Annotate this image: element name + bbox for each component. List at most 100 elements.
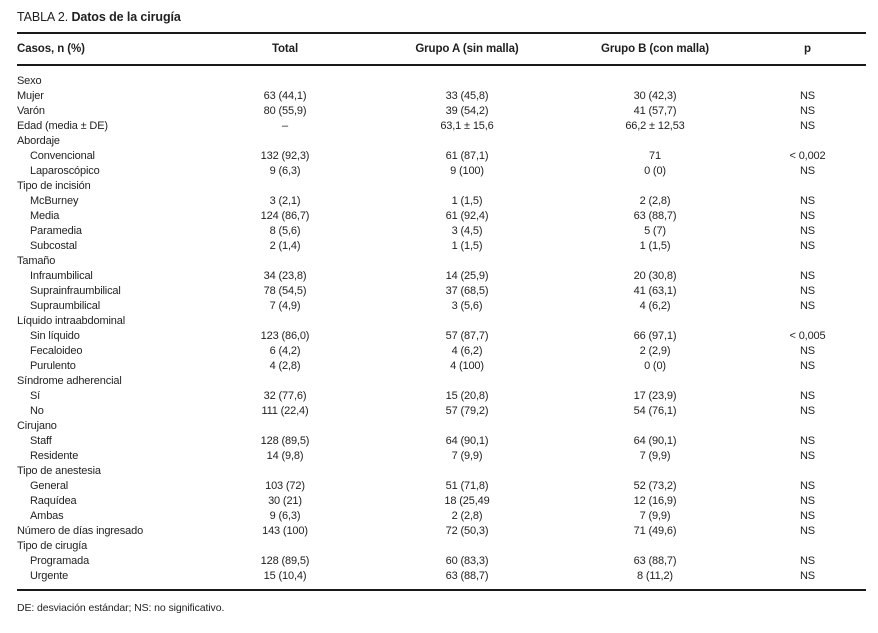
cell-p: NS	[800, 120, 815, 132]
table-row: Subcostal 2 (1,4) 1 (1,5) 1 (1,5) NS	[17, 239, 866, 254]
cell-grupo-a: 7 (9,9)	[451, 450, 483, 462]
cell-label: No	[30, 405, 44, 417]
cell-grupo-b: 0 (0)	[644, 165, 666, 177]
table-row: Suprainfraumbilical 78 (54,5) 37 (68,5) 41 …	[17, 284, 866, 299]
table-row: General 103 (72) 51 (71,8) 52 (73,2) NS	[17, 479, 866, 494]
cell-grupo-a: 3 (5,6)	[451, 300, 483, 312]
cell-grupo-b: 2 (2,8)	[639, 195, 671, 207]
cell-label: Tipo de anestesia	[17, 465, 101, 477]
header-p: p	[804, 43, 811, 55]
table-row: Purulento 4 (2,8) 4 (100) 0 (0) NS	[17, 359, 866, 374]
table-row: Sí 32 (77,6) 15 (20,8) 17 (23,9) NS	[17, 389, 866, 404]
cell-grupo-a: 4 (100)	[450, 360, 484, 372]
table-row: Tamaño	[17, 254, 866, 269]
table-title-text: Datos de la cirugía	[71, 10, 181, 24]
table-row: Residente 14 (9,8) 7 (9,9) 7 (9,9) NS	[17, 449, 866, 464]
cell-label: Fecaloideo	[30, 345, 83, 357]
cell-grupo-b: 7 (9,9)	[639, 450, 671, 462]
cell-p: NS	[800, 510, 815, 522]
table-row: Tipo de anestesia	[17, 464, 866, 479]
cell-label: Subcostal	[30, 240, 77, 252]
cell-grupo-b: 66 (97,1)	[633, 330, 677, 342]
cell-label: Urgente	[30, 570, 69, 582]
cell-p: NS	[800, 480, 815, 492]
cell-p: NS	[800, 435, 815, 447]
table-footnote: DE: desviación estándar; NS: no signific…	[17, 601, 225, 614]
table-row: Programada 128 (89,5) 60 (83,3) 63 (88,7) NS	[17, 554, 866, 569]
cell-p: NS	[800, 210, 815, 222]
cell-label: Tipo de cirugía	[17, 540, 88, 552]
table-row: Síndrome adherencial	[17, 374, 866, 389]
cell-label: McBurney	[30, 195, 79, 207]
cell-total: 111 (22,4)	[261, 405, 309, 417]
cell-grupo-b: 64 (90,1)	[633, 435, 677, 447]
cell-total: 80 (55,9)	[263, 105, 307, 117]
cell-label: Sin líquido	[30, 330, 80, 342]
table-row: Sin líquido 123 (86,0) 57 (87,7) 66 (97,1) <…	[17, 329, 866, 344]
cell-grupo-b: 1 (1,5)	[639, 240, 671, 252]
table-row: Líquido intraabdominal	[17, 314, 866, 329]
cell-grupo-b: 41 (57,7)	[633, 105, 677, 117]
cell-label: Laparoscópico	[30, 165, 100, 177]
table-row: McBurney 3 (2,1) 1 (1,5) 2 (2,8) NS	[17, 194, 866, 209]
cell-total: 78 (54,5)	[263, 285, 307, 297]
table-row: Media 124 (86,7) 61 (92,4) 63 (88,7) NS	[17, 209, 866, 224]
table-title-prefix: TABLA 2.	[17, 10, 69, 24]
table-row: Abordaje	[17, 134, 866, 149]
table-row: Ambas 9 (6,3) 2 (2,8) 7 (9,9) NS	[17, 509, 866, 524]
cell-p: NS	[800, 105, 815, 117]
table-row: Mujer 63 (44,1) 33 (45,8) 30 (42,3) NS	[17, 89, 866, 104]
cell-label: Infraumbilical	[30, 270, 93, 282]
cell-total: –	[282, 120, 288, 132]
cell-grupo-a: 18 (25,49	[444, 495, 490, 507]
cell-grupo-b: 2 (2,9)	[639, 345, 671, 357]
cell-label: Síndrome adherencial	[17, 375, 122, 387]
cell-grupo-a: 37 (68,5)	[445, 285, 489, 297]
cell-total: 7 (4,9)	[269, 300, 301, 312]
cell-label: Sexo	[17, 75, 42, 87]
cell-label: Programada	[30, 555, 90, 567]
cell-p: NS	[800, 195, 815, 207]
cell-label: Raquídea	[30, 495, 77, 507]
cell-p: NS	[800, 495, 815, 507]
cell-label: Suprainfraumbilical	[30, 285, 121, 297]
cell-p: NS	[800, 270, 815, 282]
cell-grupo-b: 20 (30,8)	[633, 270, 677, 282]
cell-total: 128 (89,5)	[260, 435, 310, 447]
cell-total: 2 (1,4)	[269, 240, 301, 252]
header-casos: Casos, n (%)	[17, 43, 85, 55]
cell-p: < 0,005	[789, 330, 826, 342]
cell-grupo-a: 15 (20,8)	[445, 390, 489, 402]
cell-grupo-a: 64 (90,1)	[445, 435, 489, 447]
cell-grupo-a: 3 (4,5)	[451, 225, 483, 237]
table-row: Convencional 132 (92,3) 61 (87,1) 71 < 0,002	[17, 149, 866, 164]
cell-total: 3 (2,1)	[269, 195, 301, 207]
cell-label: Ambas	[30, 510, 64, 522]
cell-label: Tamaño	[17, 255, 56, 267]
cell-p: NS	[800, 570, 815, 582]
cell-label: Residente	[30, 450, 79, 462]
cell-total: 103 (72)	[265, 480, 305, 492]
cell-grupo-a: 4 (6,2)	[451, 345, 483, 357]
cell-p: NS	[800, 240, 815, 252]
table-row: Fecaloideo 6 (4,2) 4 (6,2) 2 (2,9) NS	[17, 344, 866, 359]
table-row: Edad (media ± DE) – 63,1 ± 15,6 66,2 ± 12,5…	[17, 119, 866, 134]
cell-p: NS	[800, 555, 815, 567]
table-header-row: Casos, n (%) Total Grupo A (sin malla) G…	[17, 34, 866, 64]
cell-grupo-a: 51 (71,8)	[445, 480, 489, 492]
cell-p: NS	[800, 360, 815, 372]
cell-p: NS	[800, 285, 815, 297]
table-row: Infraumbilical 34 (23,8) 14 (25,9) 20 (30,8…	[17, 269, 866, 284]
cell-grupo-a: 1 (1,5)	[451, 240, 483, 252]
header-grupo-b: Grupo B (con malla)	[601, 43, 709, 55]
cell-grupo-a: 72 (50,3)	[445, 525, 489, 537]
header-grupo-a: Grupo A (sin malla)	[415, 43, 519, 55]
cell-label: Abordaje	[17, 135, 60, 147]
cell-grupo-b: 63 (88,7)	[633, 210, 677, 222]
cell-grupo-a: 63 (88,7)	[445, 570, 489, 582]
table-row: Paramedia 8 (5,6) 3 (4,5) 5 (7) NS	[17, 224, 866, 239]
cell-grupo-b: 63 (88,7)	[633, 555, 677, 567]
cell-grupo-a: 61 (92,4)	[445, 210, 489, 222]
table-2: TABLA 2. Datos de la cirugía Casos, n (%…	[17, 0, 866, 614]
